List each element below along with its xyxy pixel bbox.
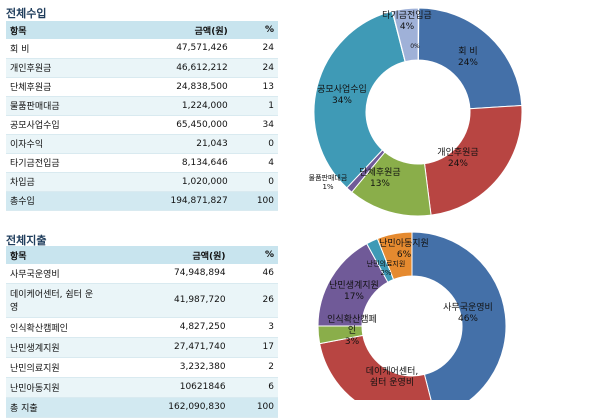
income-header-row: 항목 금액(원) % [6,21,278,39]
income-donut-data-label: 단체후원금 13% [359,167,400,189]
income-cell-pct: 34 [231,115,278,135]
expense-cell-item: 총 지출 [6,397,104,418]
income-donut-data-label: 회 비 24% [458,46,478,68]
income-donut-slice [417,7,420,61]
expense-table: 항목 금액(원) % 사무국운영비 74,948,894 46 데이케어센터, 쉼터 … [6,246,278,418]
income-cell-pct: 24 [231,39,278,59]
income-row: 개인후원금 46,612,212 24 [6,58,278,78]
income-cell-amount: 8,134,646 [111,153,232,173]
expense-row: 난민의료지원 3,232,380 2 [6,357,278,378]
income-cell-amount: 1,224,000 [111,96,232,116]
income-cell-item: 개인후원금 [6,58,112,78]
income-cell-amount: 47,571,426 [111,39,232,59]
expense-cell-item: 난민생계지원 [6,337,104,358]
expense-donut-slice [319,334,432,400]
income-row: 단체후원금 24,838,500 13 [6,77,278,97]
income-row: 물품판매대금 1,224,000 1 [6,96,278,116]
income-cell-item: 물품판매대금 [6,96,112,116]
income-cell-item: 차입금 [6,172,112,192]
expense-donut-data-label: 난민의료지원 2% [367,259,406,277]
income-cell-amount: 46,612,212 [111,58,232,78]
expense-cell-pct: 26 [229,283,278,318]
income-cell-item: 회 비 [6,39,112,59]
expense-cell-pct: 6 [229,377,278,398]
income-row: 차입금 1,020,000 0 [6,172,278,192]
expense-cell-pct: 100 [229,397,278,418]
expense-header-item: 항목 [6,246,104,264]
income-cell-item: 총수입 [6,191,112,211]
income-row: 공모사업수입 65,450,000 34 [6,115,278,135]
income-donut-data-label: 물품판매대금 1% [309,173,348,191]
income-cell-amount: 1,020,000 [111,172,232,192]
income-header-item: 항목 [6,21,112,39]
expense-title: 전체지출 [6,234,47,247]
expense-row: 데이케어센터, 쉼터 운영 41,987,720 26 [6,283,278,318]
expense-cell-pct: 2 [229,357,278,378]
income-cell-pct: 4 [231,153,278,173]
income-title: 전체수입 [6,7,47,20]
expense-donut-slice [376,231,413,281]
income-donut-chart: 회 비 24% 개인후원금 24% 단체후원금 13% 물품판매대금 1% 공모사업수입 34% 타… [309,7,523,217]
income-donut-slice [423,104,523,216]
expense-cell-amount: 10621846 [104,377,230,398]
income-cell-pct: 0 [231,134,278,154]
expense-cell-item: 사무국운영비 [6,264,104,284]
income-donut-data-label: 개인후원금 24% [437,147,478,169]
income-donut-data-label: 타기금전입금 4% [382,9,432,32]
expense-donut-data-label: 데이케어센터, 쉼터 운영비 [366,366,419,388]
income-cell-item: 타기금전입금 [6,153,112,173]
expense-cell-pct: 46 [229,264,278,284]
expense-cell-amount: 162,090,830 [104,397,230,418]
expense-cell-item: 데이케어센터, 쉼터 운영 [6,283,104,318]
expense-cell-pct: 3 [229,317,278,338]
income-row: 이자수익 21,043 0 [6,134,278,154]
expense-row: 난민아동지원 10621846 6 [6,377,278,398]
expense-cell-amount: 27,471,740 [104,337,230,358]
income-donut-data-label: 공모사업수입 34% [317,83,367,106]
expense-row: 사무국운영비 74,948,894 46 [6,264,278,284]
income-cell-amount: 21,043 [111,134,232,154]
expense-cell-amount: 3,232,380 [104,357,230,378]
expense-donut-data-label: 인식확산캠페 인 3% [327,313,377,347]
income-cell-item: 단체후원금 [6,77,112,97]
income-cell-amount: 24,838,500 [111,77,232,97]
income-donut-data-label: 0% [410,43,420,50]
expense-cell-pct: 17 [229,337,278,358]
expense-cell-item: 인식확산캠페인 [6,317,104,338]
expense-header-amount: 금액(원) [104,246,230,264]
income-header-amount: 금액(원) [111,21,232,39]
expense-header-row: 항목 금액(원) % [6,246,278,264]
income-cell-pct: 0 [231,172,278,192]
income-cell-item: 이자수익 [6,134,112,154]
income-row: 회 비 47,571,426 24 [6,39,278,59]
expense-donut-data-label: 사무국운영비 46% [443,302,493,324]
expense-header-pct: % [229,246,278,264]
expense-cell-amount: 41,987,720 [104,283,230,318]
expense-donut-data-label: 난민아동지원 6% [379,238,429,260]
income-cell-pct: 24 [231,58,278,78]
expense-cell-item: 난민아동지원 [6,377,104,398]
income-cell-pct: 100 [231,191,278,211]
income-cell-item: 공모사업수입 [6,115,112,135]
expense-cell-amount: 74,948,894 [104,264,230,284]
expense-donut-data-label: 난민생계지원 17% [329,279,379,302]
income-cell-pct: 13 [231,77,278,97]
expense-row: 난민생계지원 27,471,740 17 [6,337,278,358]
income-cell-amount: 194,871,827 [111,191,232,211]
expense-cell-item: 난민의료지원 [6,357,104,378]
expense-donut-chart: 사무국운영비 46% 데이케어센터, 쉼터 운영비 인식확산캠페 인 3% 난민생계지원 17%… [317,231,507,400]
income-row: 타기금전입금 8,134,646 4 [6,153,278,173]
income-table: 항목 금액(원) % 회 비 47,571,426 24 개인후원금 46,612,21… [6,21,278,211]
expense-total-row: 총 지출 162,090,830 100 [6,397,278,418]
expense-cell-amount: 4,827,250 [104,317,230,338]
income-cell-amount: 65,450,000 [111,115,232,135]
income-donut-slice [313,10,406,189]
income-donut-slice [417,7,523,110]
income-header-pct: % [231,21,278,39]
income-cell-pct: 1 [231,96,278,116]
income-total-row: 총수입 194,871,827 100 [6,191,278,211]
expense-donut-slice [411,231,507,400]
expense-row: 인식확산캠페인 4,827,250 3 [6,317,278,338]
